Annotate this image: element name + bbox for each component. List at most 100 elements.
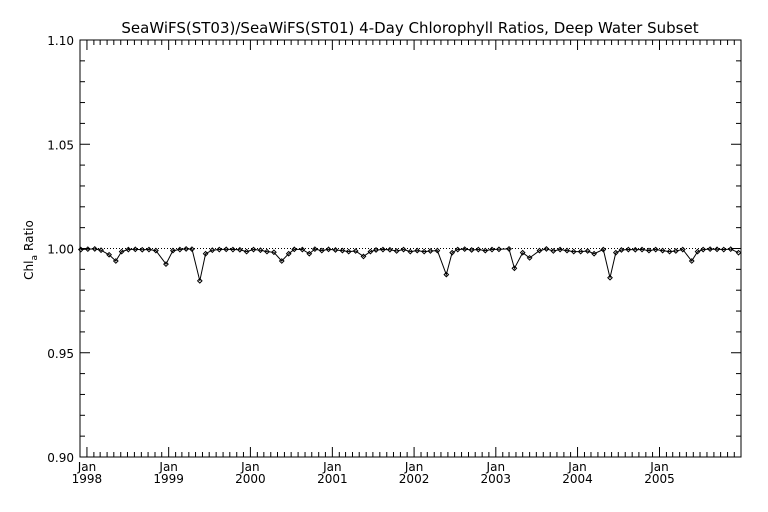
data-point (414, 247, 421, 254)
data-point (632, 246, 639, 253)
data-point (332, 247, 339, 253)
data-point (285, 250, 292, 257)
data-point (443, 271, 450, 278)
data-point (700, 246, 707, 253)
data-point (264, 248, 270, 255)
x-tick-label-year: 2003 (481, 472, 512, 486)
data-point (250, 246, 257, 253)
data-point (236, 246, 243, 253)
y-axis-label-main: Chl (22, 261, 36, 280)
data-point (618, 247, 625, 253)
data-point (526, 254, 533, 261)
series-line (80, 248, 739, 281)
x-tick-label-month: Jan (486, 460, 506, 474)
data-point (306, 250, 313, 257)
data-point (570, 248, 577, 255)
data-point (360, 253, 367, 260)
data-point (125, 246, 132, 253)
data-point (550, 248, 557, 254)
data-point (196, 277, 203, 284)
data-point (189, 246, 195, 253)
x-tick-label-year: 1999 (153, 472, 184, 486)
y-tick-label: 1.00 (47, 243, 74, 257)
data-point (139, 246, 146, 253)
data-point (652, 246, 659, 253)
x-tick-label-month: Jan (649, 460, 669, 474)
data-point (91, 246, 98, 252)
y-tick-label: 1.10 (47, 34, 74, 48)
data-point (271, 249, 277, 256)
data-point (352, 248, 359, 254)
x-tick-label-year: 2000 (235, 472, 266, 486)
data-point (461, 246, 468, 253)
data-point (146, 246, 152, 253)
data-point (132, 246, 139, 253)
data-point (243, 248, 250, 255)
data-point (679, 246, 686, 253)
data-point (607, 274, 613, 281)
data-point (209, 247, 216, 254)
x-tick-label-year: 2004 (562, 472, 593, 486)
data-point (475, 246, 482, 253)
data-point (666, 248, 673, 255)
data-point (257, 247, 264, 254)
data-point (735, 249, 742, 256)
x-tick-label-month: Jan (404, 460, 424, 474)
x-tick-label-year: 2005 (644, 472, 675, 486)
data-point (720, 246, 727, 253)
data-point (427, 248, 434, 254)
data-point (278, 258, 285, 264)
y-axis-label-subscript: a (30, 255, 40, 261)
data-point (339, 247, 346, 254)
data-point (625, 246, 632, 253)
data-point (646, 247, 652, 254)
x-tick-label-month: Jan (322, 460, 342, 474)
data-point (386, 246, 393, 253)
x-tick-label-year: 2002 (399, 472, 430, 486)
data-point (291, 246, 298, 253)
data-point (612, 249, 619, 256)
data-point (84, 246, 91, 253)
data-point (449, 249, 456, 256)
data-point (345, 248, 352, 255)
data-point (393, 248, 400, 254)
x-axis: Jan1998Jan1999Jan2000Jan2001Jan2002Jan20… (72, 40, 735, 486)
x-tick-label-month: Jan (240, 460, 260, 474)
data-point (584, 248, 591, 254)
data-point (325, 246, 332, 253)
data-point (318, 247, 325, 254)
data-point (153, 247, 159, 254)
data-point (106, 251, 113, 258)
data-point (489, 246, 495, 253)
data-point (421, 248, 428, 255)
data-point (511, 265, 518, 272)
x-tick-label-year: 1998 (72, 472, 103, 486)
data-point (591, 250, 598, 257)
data-point (659, 247, 666, 254)
data-point (112, 258, 119, 264)
data-point (400, 246, 407, 253)
chart-title: SeaWiFS(ST03)/SeaWiFS(ST01) 4-Day Chloro… (121, 19, 698, 37)
series-layer (77, 246, 742, 284)
data-point (223, 246, 230, 253)
data-point (407, 248, 414, 255)
data-point (170, 247, 176, 254)
data-point (311, 246, 318, 253)
data-point (367, 248, 374, 255)
data-point (230, 246, 236, 253)
data-point (600, 246, 607, 253)
data-point (118, 248, 125, 255)
data-point (694, 248, 701, 255)
y-axis-label-suffix: Ratio (22, 220, 36, 251)
data-point (216, 246, 223, 253)
data-point (519, 249, 526, 256)
data-point (543, 246, 550, 252)
x-tick-label-month: Jan (158, 460, 178, 474)
y-tick-label: 0.95 (47, 347, 74, 361)
data-point (468, 247, 475, 253)
data-point (707, 246, 714, 253)
data-point (639, 246, 645, 253)
data-point (714, 246, 720, 253)
